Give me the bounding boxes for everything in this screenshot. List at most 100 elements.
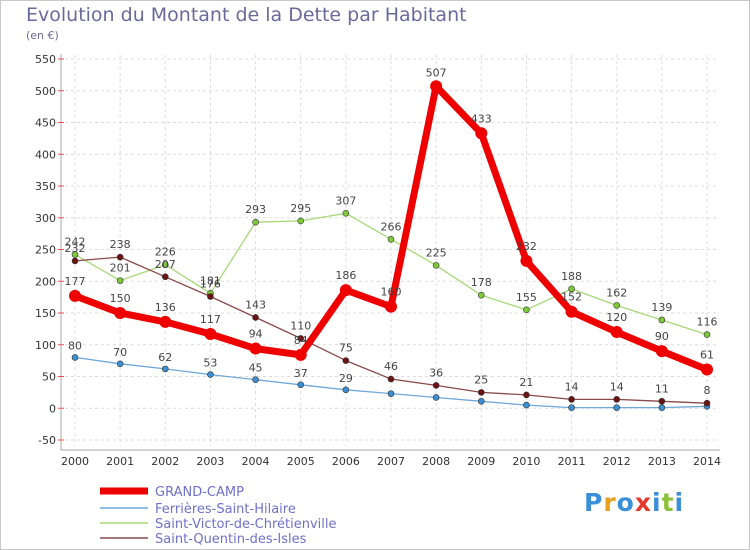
data-point <box>703 399 711 407</box>
data-label: 152 <box>561 291 582 304</box>
data-label: 53 <box>203 357 217 370</box>
data-point <box>116 360 124 368</box>
data-label: 242 <box>65 236 86 249</box>
data-point <box>523 306 530 314</box>
data-label: 80 <box>68 339 82 352</box>
data-label: 177 <box>65 275 86 288</box>
data-label: 75 <box>339 342 353 355</box>
data-label: 507 <box>426 66 447 79</box>
data-label: 29 <box>339 372 353 385</box>
data-point <box>294 348 307 361</box>
legend-label: Saint-Quentin-des-Isles <box>155 532 307 547</box>
data-point <box>387 236 395 243</box>
data-label: 225 <box>426 246 447 259</box>
x-tick-label: 2006 <box>332 455 360 468</box>
data-point <box>385 300 397 313</box>
data-label: 94 <box>249 328 263 341</box>
data-point <box>658 397 666 405</box>
y-tick-label: 100 <box>35 339 56 352</box>
data-label: 266 <box>381 220 402 233</box>
data-point <box>613 396 621 403</box>
data-label: 178 <box>471 276 492 289</box>
data-label: 62 <box>158 351 172 364</box>
data-point <box>71 354 79 361</box>
data-label: 14 <box>565 380 579 393</box>
x-tick-label: 2008 <box>422 455 450 468</box>
data-label: 117 <box>200 313 221 326</box>
data-label: 207 <box>155 258 176 271</box>
logo-letter: i <box>674 488 685 517</box>
data-point <box>116 277 124 284</box>
data-point <box>207 371 214 378</box>
data-label: 84 <box>294 334 308 347</box>
legend-label: Ferrières-Saint-Hilaire <box>155 502 296 517</box>
data-point <box>432 394 440 401</box>
data-point <box>71 251 79 258</box>
y-tick-label: 300 <box>35 212 56 225</box>
data-point <box>568 285 575 293</box>
x-tick-label: 2000 <box>61 455 89 468</box>
x-tick-label: 2005 <box>287 455 315 468</box>
y-tick-label: 150 <box>35 307 56 320</box>
data-point <box>204 327 217 340</box>
data-label: 160 <box>381 286 402 299</box>
logo-letter: t <box>661 488 675 517</box>
chart-title: Evolution du Montant de la Dette par Hab… <box>26 4 467 26</box>
data-point <box>71 257 79 265</box>
data-label: 181 <box>200 274 221 287</box>
y-tick-label: 200 <box>35 275 56 288</box>
logo-letter: o <box>616 488 635 517</box>
x-tick-label: 2004 <box>242 455 270 468</box>
data-label: 110 <box>290 319 311 332</box>
data-point <box>159 315 172 328</box>
data-label: 307 <box>335 194 356 207</box>
y-tick-label: 450 <box>35 117 56 130</box>
data-point <box>161 273 169 281</box>
data-label: 45 <box>249 362 263 375</box>
data-point <box>387 375 395 383</box>
data-point <box>568 396 575 403</box>
x-tick-label: 2007 <box>377 455 405 468</box>
data-point <box>703 331 711 338</box>
proxiti-logo: Proxiti <box>584 488 684 517</box>
x-tick-label: 2002 <box>151 455 179 468</box>
x-tick-label: 2011 <box>558 455 586 468</box>
data-point <box>432 382 440 389</box>
data-label: 186 <box>335 269 356 282</box>
data-point <box>477 389 485 396</box>
data-label: 70 <box>113 346 127 359</box>
data-point <box>475 127 488 140</box>
data-point <box>658 316 666 324</box>
data-label: 21 <box>519 376 533 389</box>
data-label: 232 <box>516 240 537 253</box>
y-tick-label: 50 <box>42 371 56 384</box>
data-point <box>520 254 533 267</box>
y-tick-label: 350 <box>35 180 56 193</box>
y-tick-label: 0 <box>49 402 56 415</box>
x-tick-label: 2013 <box>648 455 676 468</box>
data-label: 46 <box>384 360 398 373</box>
data-point <box>613 302 621 309</box>
data-point <box>610 326 623 339</box>
data-point <box>297 381 305 389</box>
data-label: 8 <box>704 384 711 397</box>
x-tick-label: 2003 <box>196 455 224 468</box>
data-point <box>342 357 350 364</box>
data-label: 188 <box>561 270 582 283</box>
data-label: 120 <box>606 311 627 324</box>
x-tick-label: 2001 <box>106 455 134 468</box>
data-label: 11 <box>655 382 669 395</box>
x-tick-label: 2009 <box>467 455 495 468</box>
data-point <box>701 363 713 376</box>
data-point <box>342 386 350 394</box>
data-point <box>297 335 305 342</box>
data-point <box>252 314 259 321</box>
data-point <box>658 404 666 411</box>
data-label: 150 <box>110 292 131 305</box>
y-tick-label: -50 <box>38 434 56 447</box>
data-point <box>69 289 81 302</box>
data-point <box>207 293 214 300</box>
data-point <box>297 217 305 225</box>
data-label: 162 <box>606 286 627 299</box>
